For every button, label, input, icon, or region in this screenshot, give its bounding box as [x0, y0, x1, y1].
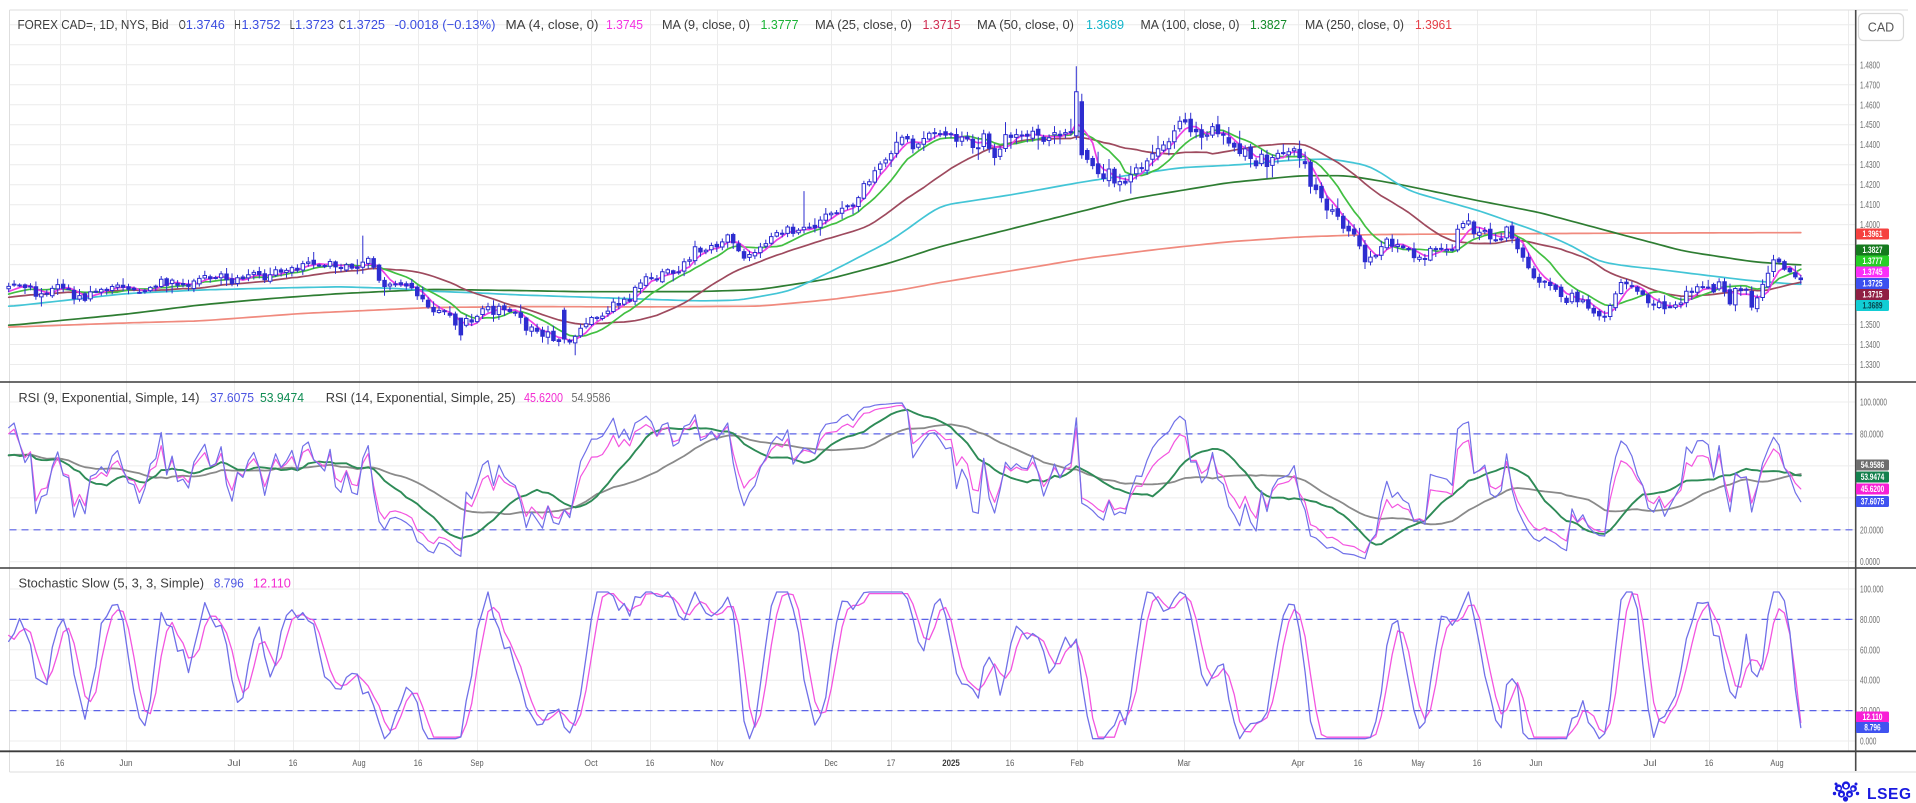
svg-text:60.000: 60.000: [1860, 645, 1880, 656]
svg-text:1.4500: 1.4500: [1860, 120, 1880, 131]
svg-text:Jun: Jun: [119, 758, 132, 769]
svg-text:1.4200: 1.4200: [1860, 180, 1880, 191]
svg-text:45.6200: 45.6200: [524, 390, 563, 405]
svg-text:1.3500: 1.3500: [1860, 320, 1880, 331]
svg-text:MA (100, close, 0): MA (100, close, 0): [1141, 17, 1240, 32]
svg-text:12.110: 12.110: [1863, 712, 1883, 722]
svg-text:C: C: [339, 17, 346, 32]
svg-text:80.0000: 80.0000: [1860, 429, 1884, 440]
svg-text:CAD: CAD: [1868, 21, 1894, 35]
svg-text:100.0000: 100.0000: [1860, 398, 1887, 409]
svg-text:Aug: Aug: [1770, 758, 1783, 769]
svg-text:1.4800: 1.4800: [1860, 60, 1880, 71]
svg-text:1.3745: 1.3745: [1863, 267, 1883, 277]
svg-text:2025: 2025: [942, 758, 960, 769]
svg-text:1.4600: 1.4600: [1860, 100, 1880, 111]
svg-text:1.3777: 1.3777: [1863, 256, 1883, 266]
svg-text:1.3715: 1.3715: [923, 17, 961, 32]
svg-text:16: 16: [1705, 758, 1714, 769]
svg-text:1.4000: 1.4000: [1860, 220, 1880, 231]
svg-text:1.3723: 1.3723: [295, 17, 334, 32]
svg-text:16: 16: [414, 758, 423, 769]
svg-text:-0.0018 (−0.13%): -0.0018 (−0.13%): [395, 17, 496, 32]
svg-text:H: H: [234, 17, 241, 32]
svg-text:May: May: [1411, 758, 1424, 769]
svg-text:Apr: Apr: [1291, 758, 1304, 769]
svg-text:1.3725: 1.3725: [346, 17, 385, 32]
svg-text:1.3961: 1.3961: [1863, 229, 1883, 239]
svg-text:100.000: 100.000: [1860, 585, 1884, 596]
svg-text:17: 17: [887, 758, 896, 769]
svg-text:Jul: Jul: [1643, 758, 1656, 769]
svg-text:Feb: Feb: [1070, 758, 1083, 769]
svg-text:40.000: 40.000: [1860, 676, 1880, 687]
svg-text:1.3777: 1.3777: [761, 17, 799, 32]
svg-text:Oct: Oct: [584, 758, 598, 769]
svg-text:1.4400: 1.4400: [1860, 140, 1880, 151]
svg-text:1.4300: 1.4300: [1860, 160, 1880, 171]
svg-text:8.796: 8.796: [214, 576, 244, 591]
svg-text:RSI (14, Exponential, Simple,: RSI (14, Exponential, Simple, 25): [326, 390, 516, 405]
svg-text:16: 16: [1473, 758, 1482, 769]
svg-text:1.4700: 1.4700: [1860, 80, 1880, 91]
svg-text:L: L: [290, 17, 295, 32]
svg-text:MA (250, close, 0): MA (250, close, 0): [1305, 17, 1404, 32]
svg-text:Dec: Dec: [824, 758, 837, 769]
svg-text:53.9474: 53.9474: [1861, 472, 1885, 482]
svg-text:Jul: Jul: [227, 758, 240, 769]
svg-text:37.6075: 37.6075: [210, 390, 254, 405]
svg-text:1.3689: 1.3689: [1086, 17, 1124, 32]
svg-text:1.3725: 1.3725: [1863, 279, 1883, 289]
svg-text:MA (4, close, 0): MA (4, close, 0): [506, 17, 599, 32]
svg-text:1.3961: 1.3961: [1415, 17, 1452, 32]
svg-text:1.3752: 1.3752: [242, 17, 281, 32]
svg-text:16: 16: [56, 758, 65, 769]
svg-text:16: 16: [1354, 758, 1363, 769]
svg-text:54.9586: 54.9586: [572, 390, 611, 405]
svg-text:80.000: 80.000: [1860, 615, 1880, 626]
svg-text:Aug: Aug: [352, 758, 365, 769]
svg-text:1.4100: 1.4100: [1860, 200, 1880, 211]
svg-text:Nov: Nov: [710, 758, 723, 769]
svg-text:Stochastic Slow (5, 3, 3, Simp: Stochastic Slow (5, 3, 3, Simple): [19, 576, 205, 591]
svg-text:Sep: Sep: [470, 758, 483, 769]
svg-text:O: O: [179, 17, 186, 32]
svg-text:1.3827: 1.3827: [1863, 245, 1883, 255]
svg-text:1.3400: 1.3400: [1860, 340, 1880, 351]
svg-text:16: 16: [289, 758, 298, 769]
svg-text:MA (9, close, 0): MA (9, close, 0): [662, 17, 750, 32]
svg-text:Mar: Mar: [1177, 758, 1190, 769]
svg-text:1.3689: 1.3689: [1863, 301, 1883, 311]
svg-text:FOREX CAD=, 1D, NYS, Bid: FOREX CAD=, 1D, NYS, Bid: [18, 17, 169, 32]
svg-text:54.9586: 54.9586: [1861, 460, 1885, 470]
svg-text:MA (25, close, 0): MA (25, close, 0): [815, 17, 912, 32]
svg-text:37.6075: 37.6075: [1861, 497, 1885, 507]
svg-text:0.0000: 0.0000: [1860, 557, 1880, 568]
svg-text:20.0000: 20.0000: [1860, 525, 1884, 536]
svg-text:1.3745: 1.3745: [606, 17, 643, 32]
svg-text:1.3827: 1.3827: [1250, 17, 1287, 32]
svg-text:LSEG: LSEG: [1867, 786, 1912, 803]
svg-text:MA (50, close, 0): MA (50, close, 0): [977, 17, 1074, 32]
svg-text:12.110: 12.110: [253, 576, 291, 591]
svg-text:1.3715: 1.3715: [1863, 290, 1883, 300]
svg-text:0.000: 0.000: [1860, 737, 1877, 748]
svg-text:16: 16: [1006, 758, 1015, 769]
svg-text:45.6200: 45.6200: [1861, 484, 1885, 494]
svg-text:1.3746: 1.3746: [186, 17, 225, 32]
svg-text:53.9474: 53.9474: [260, 390, 304, 405]
svg-text:Jun: Jun: [1529, 758, 1542, 769]
svg-text:1.3300: 1.3300: [1860, 360, 1880, 371]
svg-text:RSI (9, Exponential, Simple, 1: RSI (9, Exponential, Simple, 14): [19, 390, 200, 405]
svg-text:8.796: 8.796: [1864, 723, 1880, 733]
svg-text:16: 16: [646, 758, 655, 769]
